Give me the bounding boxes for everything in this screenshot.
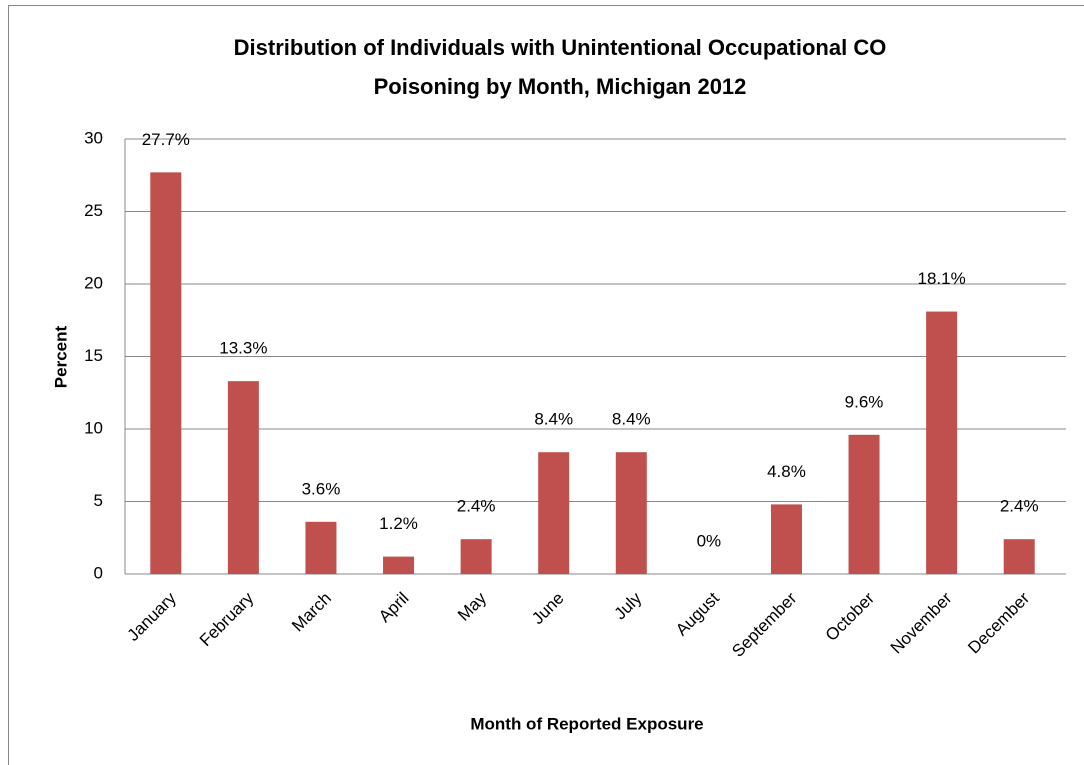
bar	[383, 556, 415, 574]
bar	[460, 539, 492, 574]
chart-title: Poisoning by Month, Michigan 2012	[374, 74, 747, 99]
y-axis-title: Percent	[51, 325, 70, 388]
bar	[926, 311, 958, 574]
x-axis-title: Month of Reported Exposure	[470, 714, 703, 733]
value-label: 8.4%	[612, 410, 651, 429]
x-tick-label: December	[964, 588, 1033, 657]
x-tick-label: November	[887, 588, 956, 657]
x-tick-label: January	[124, 588, 181, 645]
y-tick-label: 15	[84, 346, 103, 365]
bar	[538, 452, 570, 574]
y-tick-label: 20	[84, 273, 103, 292]
bar	[848, 434, 880, 574]
value-label: 8.4%	[534, 410, 573, 429]
value-label: 9.6%	[845, 392, 884, 411]
bar	[305, 521, 337, 574]
bar	[227, 381, 259, 574]
value-label: 4.8%	[767, 462, 806, 481]
y-tick-label: 25	[84, 201, 103, 220]
value-label: 27.7%	[142, 130, 190, 149]
chart-border	[8, 5, 1084, 765]
bar	[1003, 539, 1035, 574]
bar	[615, 452, 647, 574]
value-label: 0%	[697, 531, 722, 550]
x-tick-label: May	[454, 588, 490, 624]
x-tick-label: June	[528, 589, 568, 629]
x-tick-label: October	[822, 588, 878, 644]
value-label: 13.3%	[219, 339, 267, 358]
value-label: 18.1%	[918, 269, 966, 288]
value-label: 2.4%	[1000, 497, 1039, 516]
value-label: 3.6%	[302, 479, 341, 498]
chart-title: Distribution of Individuals with Uninten…	[234, 35, 887, 60]
value-label: 1.2%	[379, 514, 418, 533]
x-tick-label: March	[288, 589, 335, 636]
x-tick-label: September	[728, 588, 800, 660]
x-tick-label: February	[196, 588, 258, 650]
y-tick-label: 30	[84, 128, 103, 147]
value-label: 2.4%	[457, 497, 496, 516]
x-tick-label: July	[610, 588, 645, 623]
x-tick-label: April	[375, 589, 412, 626]
bar	[770, 504, 802, 574]
y-tick-label: 10	[84, 418, 103, 437]
y-tick-label: 0	[94, 563, 103, 582]
y-tick-label: 5	[94, 491, 103, 510]
x-tick-label: August	[672, 588, 723, 639]
bar	[150, 172, 182, 574]
